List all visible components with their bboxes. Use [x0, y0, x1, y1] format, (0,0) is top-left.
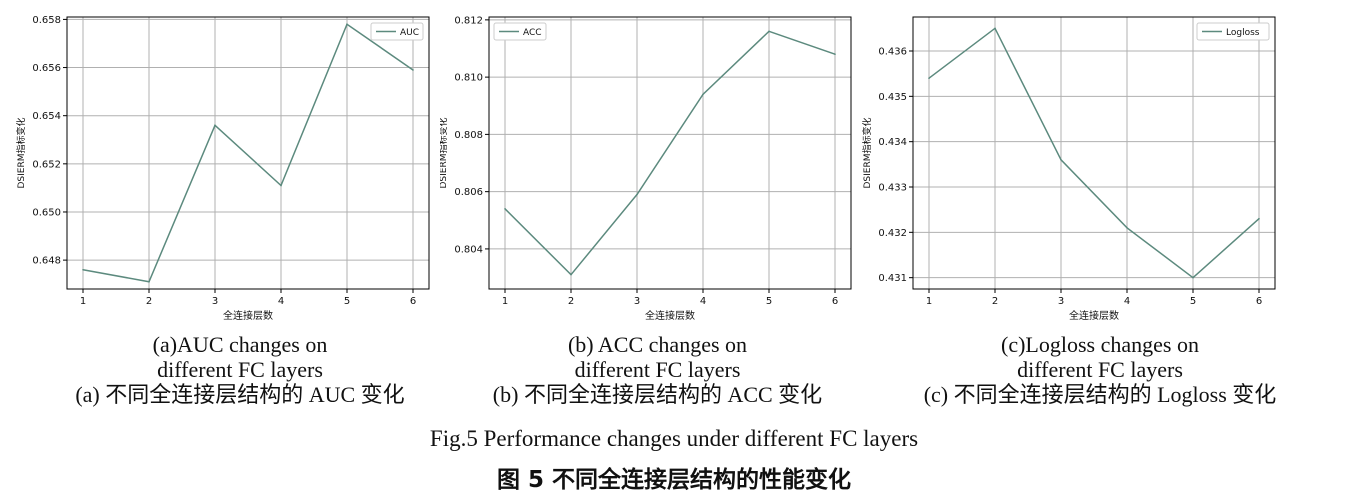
data-point — [214, 124, 216, 127]
y-axis-label: DSIERM指标变化 — [440, 117, 449, 188]
y-tick-label: 0.652 — [32, 159, 61, 170]
logloss-chart: 0.431 0.432 0.433 0.434 0.435 0.436 1 2 3 4 5 6 全连接层… — [861, 16, 1276, 322]
x-tick-label: 3 — [1058, 296, 1064, 307]
data-point — [994, 27, 996, 30]
legend-box — [370, 22, 424, 41]
figure-caption-cn: 图 5 不同全连接层结构的性能变化 — [496, 467, 852, 493]
x-tick-label: 2 — [992, 296, 998, 307]
data-point — [702, 93, 704, 96]
y-tick-label: 0.436 — [878, 47, 907, 58]
data-point — [570, 273, 572, 276]
y-tick-label: 0.810 — [454, 73, 483, 84]
caption-a: (a)AUC changes on different FC layers (a… — [40, 332, 440, 407]
caption-b: (b) ACC changes on different FC layers (… — [465, 332, 850, 407]
y-tick-label: 0.431 — [878, 273, 907, 284]
x-tick-label: 1 — [926, 296, 932, 307]
caption-a-en-line1: (a)AUC changes on — [152, 332, 328, 357]
y-tick-label: 0.433 — [878, 183, 907, 194]
x-tick-label: 1 — [502, 296, 508, 307]
data-point — [346, 23, 348, 26]
data-point — [148, 280, 150, 283]
figure-caption-en: Fig.5 Performance changes under differen… — [429, 426, 919, 451]
y-axis-label: DSIERM指标变化 — [15, 117, 27, 188]
caption-c-cn: (c) 不同全连接层结构的 Logloss 变化 — [923, 382, 1277, 407]
y-tick-label: 0.808 — [454, 130, 483, 141]
data-point — [504, 208, 506, 210]
plot-frame — [488, 16, 852, 290]
data-point — [1126, 227, 1128, 229]
y-tick-label: 0.435 — [878, 92, 907, 103]
x-tick-label: 6 — [832, 296, 838, 307]
y-tick-label: 0.650 — [32, 207, 61, 218]
y-tick-label: 0.434 — [878, 137, 907, 148]
auc-chart: 0.648 0.650 0.652 0.654 0.656 0.658 1 2 3 4 5 6 全连接层… — [15, 15, 430, 322]
x-tick-label: 3 — [634, 296, 640, 307]
data-point — [768, 30, 770, 33]
caption-a-cn: (a) 不同全连接层结构的 AUC 变化 — [75, 382, 405, 407]
legend-label: Logloss — [1226, 28, 1260, 38]
x-tick-label: 6 — [1256, 296, 1262, 307]
y-tick-label: 0.804 — [454, 244, 483, 255]
acc-chart: 0.804 0.806 0.808 0.810 0.812 1 2 3 4 5 6 全连接层数 DSIE… — [440, 15, 852, 322]
caption-a-en-line2: different FC layers — [157, 357, 323, 382]
x-tick-label: 4 — [1124, 296, 1130, 307]
caption-c: (c)Logloss changes on different FC layer… — [890, 332, 1310, 407]
legend-box — [1196, 22, 1270, 41]
x-tick-label: 6 — [410, 296, 416, 307]
y-tick-label: 0.812 — [454, 15, 483, 26]
y-tick-label: 0.656 — [32, 63, 61, 74]
data-point — [1060, 159, 1062, 161]
legend-box — [493, 22, 547, 41]
data-point — [1258, 217, 1260, 220]
caption-b-en-line1: (b) ACC changes on — [567, 332, 748, 357]
data-point — [412, 69, 414, 71]
x-axis-label: 全连接层数 — [223, 309, 273, 322]
y-tick-label: 0.654 — [32, 111, 61, 122]
series-line — [82, 23, 414, 283]
x-tick-label: 1 — [80, 296, 86, 307]
caption-c-en-line2: different FC layers — [1017, 357, 1183, 382]
series-line — [928, 27, 1260, 279]
caption-b-cn: (b) 不同全连接层结构的 ACC 变化 — [492, 382, 823, 407]
x-tick-label: 2 — [568, 296, 574, 307]
y-tick-label: 0.658 — [32, 15, 61, 26]
x-tick-label: 5 — [1190, 296, 1196, 307]
y-tick-label: 0.806 — [454, 187, 483, 198]
y-tick-label: 0.648 — [32, 256, 61, 267]
legend-label: ACC — [523, 28, 542, 38]
plot-frame — [912, 16, 1276, 290]
x-tick-label: 4 — [700, 296, 706, 307]
data-point — [928, 77, 930, 79]
data-point — [1192, 276, 1194, 279]
legend-label: AUC — [400, 28, 419, 38]
data-point — [636, 193, 638, 196]
x-tick-label: 5 — [344, 296, 350, 307]
series-line — [504, 30, 836, 276]
legend: ACC — [493, 22, 547, 41]
x-axis-label: 全连接层数 — [1069, 309, 1119, 322]
legend: Logloss — [1196, 22, 1270, 41]
x-tick-label: 3 — [212, 296, 218, 307]
legend: AUC — [370, 22, 424, 41]
x-tick-label: 2 — [146, 296, 152, 307]
x-axis-label: 全连接层数 — [645, 309, 695, 322]
y-axis-label: DSIERM指标变化 — [861, 117, 873, 188]
caption-b-en-line2: different FC layers — [574, 357, 741, 382]
x-tick-label: 4 — [278, 296, 284, 307]
data-point — [834, 53, 836, 56]
plot-frame — [66, 16, 430, 290]
y-tick-label: 0.432 — [878, 228, 907, 239]
x-tick-label: 5 — [766, 296, 772, 307]
caption-c-en-line1: (c)Logloss changes on — [1001, 332, 1199, 357]
data-point — [82, 268, 84, 271]
data-point — [280, 184, 282, 187]
